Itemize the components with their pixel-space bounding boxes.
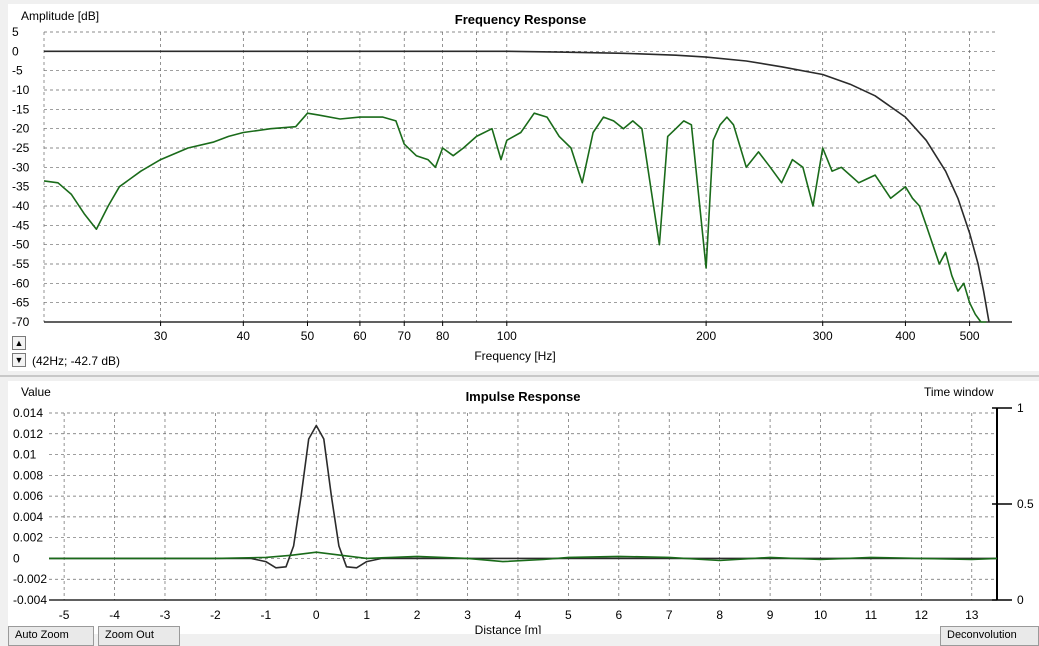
y-tick-label: -30 [12,160,30,174]
x-axis-label: Frequency [Hz] [474,349,555,363]
x-tick-label: 200 [696,329,716,343]
x-tick-label: 9 [767,608,774,622]
y-tick-label: 0.008 [13,468,43,482]
x-tick-label: 500 [960,329,980,343]
x-tick-label: 7 [666,608,673,622]
chart-title: Frequency Response [455,12,587,27]
y-tick-label: -40 [12,199,30,213]
x-tick-label: 0 [313,608,320,622]
x-tick-label: 40 [237,329,251,343]
series-line [43,112,987,323]
x-tick-label: 13 [965,608,979,622]
y-axis-label: Amplitude [dB] [21,9,99,23]
x-tick-label: -4 [109,608,120,622]
auto-zoom-button[interactable]: Auto Zoom [8,626,94,646]
x-tick-label: 100 [497,329,517,343]
y-tick-label: -50 [12,238,30,252]
x-tick-label: 11 [865,608,878,622]
y-tick-label: 0 [12,44,19,58]
x-tick-label: 1 [363,608,370,622]
y-tick-label: -65 [12,296,30,310]
deconvolution-button[interactable]: Deconvolution [940,626,1039,646]
y-tick-label: 0.006 [13,489,43,503]
y-tick-label: -20 [12,122,30,136]
x-tick-label: 12 [915,608,929,622]
y-tick-label: -55 [12,257,30,271]
x-tick-label: -3 [160,608,171,622]
x-tick-label: -5 [59,608,70,622]
y2-tick-label: 0.5 [1017,497,1034,511]
y-tick-label: 0.014 [13,406,43,420]
y-tick-label: -70 [12,315,30,329]
time-window-label: Time window [924,385,994,399]
x-tick-label: 60 [353,329,367,343]
y-tick-label: -35 [12,180,30,194]
x-tick-label: 30 [154,329,168,343]
chart-title: Impulse Response [466,389,581,404]
x-tick-label: 6 [615,608,622,622]
y2-tick-label: 0 [1017,593,1024,607]
x-tick-label: 80 [436,329,450,343]
x-tick-label: 4 [515,608,522,622]
y-tick-label: 0.004 [13,510,43,524]
x-tick-label: 10 [814,608,828,622]
series-line [49,551,998,563]
y-axis-label: Value [21,385,51,399]
y-tick-label: 0 [13,551,20,565]
y-tick-label: -10 [12,83,30,97]
y-tick-label: -5 [12,64,23,78]
x-tick-label: -2 [210,608,221,622]
impulse-response-chart: -5 -4 -3 -2 -1 0 1 2 3 4 5 6 7 8 9 10 11 12 130.0140.0120.… [13,385,1034,637]
scroll-up-button[interactable]: ▲ [12,336,26,350]
x-tick-label: 300 [813,329,833,343]
x-tick-label: 5 [565,608,572,622]
y-tick-label: 5 [12,25,19,39]
y-tick-label: 0.002 [13,531,43,545]
x-axis-label: Distance [m] [475,623,542,634]
x-tick-label: 8 [716,608,723,622]
x-tick-label: 400 [895,329,915,343]
scroll-down-button[interactable]: ▼ [12,353,26,367]
impulse-panel-bg [8,381,1039,634]
y-tick-label: -60 [12,276,30,290]
frequency-response-chart: 50-5-10-15-20-25-30-35-40-45-50-55-60-65… [12,9,1012,363]
freq-panel-bg [8,4,1039,371]
series-line [44,50,990,323]
x-tick-label: -1 [260,608,271,622]
y-tick-label: -0.004 [13,593,47,607]
y-tick-label: 0.01 [13,448,37,462]
y-tick-label: 0.012 [13,427,43,441]
zoom-out-button[interactable]: Zoom Out [98,626,180,646]
y-tick-label: -0.002 [13,572,47,586]
x-tick-label: 70 [398,329,412,343]
cursor-readout: (42Hz; -42.7 dB) [32,354,121,368]
y-tick-label: -45 [12,218,30,232]
x-tick-label: 50 [301,329,315,343]
y-tick-label: -15 [12,102,30,116]
y-tick-label: -25 [12,141,30,155]
y2-tick-label: 1 [1017,401,1024,415]
x-tick-label: 3 [464,608,471,622]
x-tick-label: 2 [414,608,421,622]
